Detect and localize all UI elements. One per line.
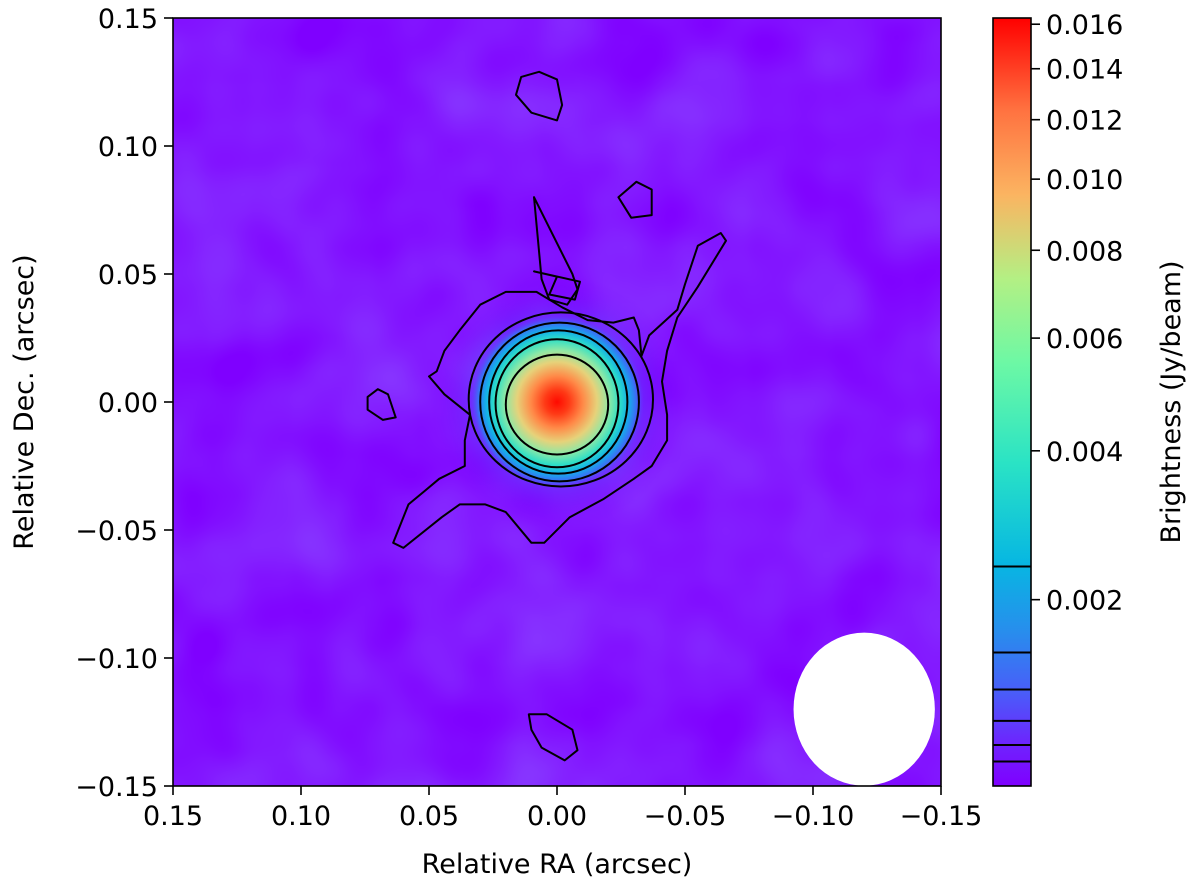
x-axis: 0.15 0.10 0.05 0.00 −0.05 −0.10 −0.15: [143, 786, 982, 832]
contour-lines: [366, 70, 727, 762]
x-tick-label: 0.05: [399, 801, 459, 832]
y-tick-label: −0.15: [75, 772, 158, 803]
x-tick-label: 0.00: [527, 801, 587, 832]
x-axis-label: Relative RA (arcsec): [422, 849, 693, 880]
y-tick-label: 0.00: [98, 388, 158, 419]
y-tick-label: 0.10: [98, 132, 158, 163]
x-tick-label: −0.15: [900, 801, 983, 832]
contour-level: [494, 338, 620, 469]
y-tick-label: −0.05: [75, 516, 158, 547]
x-tick-label: −0.05: [644, 801, 727, 832]
colorbar-tick-label: 0.006: [1046, 324, 1123, 355]
y-tick-label: 0.15: [98, 4, 158, 35]
colorbar-tick-label: 0.016: [1046, 10, 1123, 41]
colorbar-tick-label: 0.012: [1046, 106, 1123, 137]
colorbar-gradient: [993, 18, 1031, 786]
x-tick-label: 0.15: [143, 801, 203, 832]
y-tick-label: −0.10: [75, 644, 158, 675]
colorbar-contour-marks: [993, 565, 1031, 763]
colorbar-tick-label: 0.004: [1046, 437, 1123, 468]
contour-level: [467, 311, 655, 488]
contour-island: [533, 270, 581, 301]
map-plot-area: [172, 17, 942, 787]
colorbar-tick-label: 0.008: [1046, 236, 1123, 267]
contour-island: [527, 713, 579, 762]
contour-level: [479, 321, 640, 483]
colorbar-frame: [992, 17, 1032, 787]
x-tick-label: 0.10: [271, 801, 331, 832]
y-axis: 0.15 0.10 0.05 0.00 −0.05 −0.10 −0.15: [75, 4, 173, 803]
contour-island: [533, 196, 579, 306]
y-tick-label: 0.05: [98, 260, 158, 291]
colorbar-tick-label: 0.002: [1046, 586, 1123, 617]
colorbar: 0.002 0.004 0.006 0.008 0.010 0.012 0.014 0.016…: [992, 10, 1187, 787]
colorbar-ticks: 0.002 0.004 0.006 0.008 0.010 0.012 0.014 0.016: [1031, 10, 1123, 617]
contour-outer: [392, 232, 727, 549]
contour-level: [488, 329, 629, 475]
contour-island: [617, 180, 653, 219]
x-tick-label: −0.10: [772, 801, 855, 832]
colorbar-tick-label: 0.014: [1046, 55, 1123, 86]
contour-island: [366, 388, 397, 421]
contour-island: [515, 70, 564, 122]
beam-ellipse: [793, 632, 935, 786]
colorbar-tick-label: 0.010: [1046, 165, 1123, 196]
contour-level: [504, 353, 610, 456]
y-axis-label: Relative Dec. (arcsec): [9, 254, 40, 549]
colorbar-label: Brightness (Jy/beam): [1156, 260, 1187, 543]
